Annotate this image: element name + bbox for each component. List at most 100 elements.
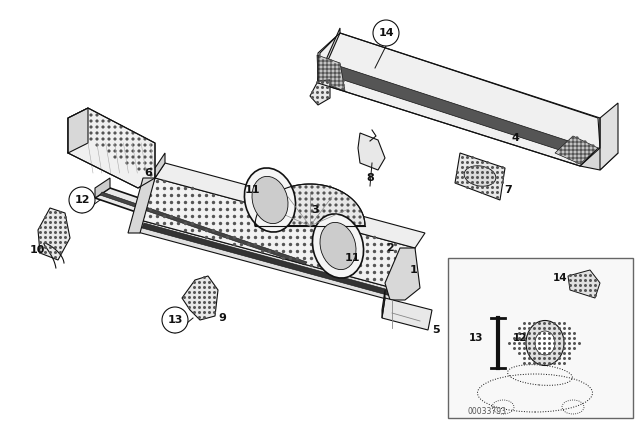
- Circle shape: [554, 358, 556, 359]
- Circle shape: [575, 290, 576, 291]
- Circle shape: [65, 242, 67, 243]
- Circle shape: [529, 323, 531, 324]
- Circle shape: [144, 156, 146, 158]
- Circle shape: [198, 215, 200, 217]
- Circle shape: [281, 198, 283, 200]
- Circle shape: [492, 192, 493, 193]
- Circle shape: [220, 208, 221, 211]
- Circle shape: [163, 215, 166, 217]
- Circle shape: [585, 284, 586, 286]
- Circle shape: [554, 327, 556, 329]
- Circle shape: [299, 192, 301, 194]
- Circle shape: [50, 222, 51, 223]
- Circle shape: [69, 187, 95, 213]
- Circle shape: [595, 290, 596, 291]
- Circle shape: [204, 287, 205, 289]
- Circle shape: [275, 198, 277, 200]
- Circle shape: [477, 172, 478, 173]
- Circle shape: [524, 343, 525, 345]
- Ellipse shape: [526, 320, 564, 366]
- Circle shape: [544, 338, 545, 339]
- Circle shape: [576, 137, 578, 139]
- Circle shape: [65, 237, 67, 238]
- Circle shape: [497, 192, 499, 193]
- Circle shape: [60, 212, 61, 213]
- Circle shape: [529, 338, 531, 339]
- Circle shape: [108, 144, 110, 146]
- Circle shape: [472, 162, 474, 164]
- Circle shape: [467, 162, 468, 164]
- Circle shape: [518, 343, 520, 345]
- Circle shape: [138, 156, 140, 158]
- Circle shape: [194, 307, 195, 308]
- Circle shape: [114, 150, 116, 152]
- Circle shape: [539, 327, 540, 329]
- Circle shape: [346, 264, 348, 267]
- Circle shape: [275, 237, 278, 238]
- Ellipse shape: [312, 214, 364, 278]
- Circle shape: [157, 194, 159, 197]
- Circle shape: [534, 323, 535, 324]
- Circle shape: [584, 145, 586, 147]
- Circle shape: [198, 282, 200, 283]
- Circle shape: [492, 187, 493, 188]
- Circle shape: [326, 64, 328, 66]
- Text: 12: 12: [74, 195, 90, 205]
- Polygon shape: [322, 65, 590, 156]
- Circle shape: [132, 144, 134, 146]
- Circle shape: [518, 333, 520, 334]
- Circle shape: [353, 237, 355, 238]
- Circle shape: [585, 275, 586, 276]
- Circle shape: [347, 204, 349, 206]
- Circle shape: [248, 223, 250, 224]
- Circle shape: [275, 223, 278, 224]
- Circle shape: [311, 198, 313, 200]
- Circle shape: [299, 204, 301, 206]
- Circle shape: [339, 244, 340, 246]
- Circle shape: [548, 358, 550, 359]
- Circle shape: [539, 353, 540, 354]
- Circle shape: [305, 198, 307, 200]
- Circle shape: [150, 150, 152, 152]
- Circle shape: [568, 145, 570, 147]
- Circle shape: [374, 264, 376, 267]
- Circle shape: [467, 167, 468, 168]
- Circle shape: [335, 204, 337, 206]
- Circle shape: [322, 72, 324, 74]
- Circle shape: [281, 216, 283, 218]
- Circle shape: [150, 144, 152, 146]
- Circle shape: [132, 132, 134, 134]
- Circle shape: [324, 229, 326, 232]
- Circle shape: [353, 264, 355, 267]
- Circle shape: [275, 204, 277, 206]
- Circle shape: [132, 150, 134, 152]
- Circle shape: [322, 80, 324, 82]
- Circle shape: [534, 363, 535, 364]
- Circle shape: [559, 358, 560, 359]
- Circle shape: [534, 353, 535, 354]
- Circle shape: [330, 72, 332, 74]
- Circle shape: [157, 215, 159, 217]
- Circle shape: [170, 188, 173, 190]
- Circle shape: [486, 167, 488, 168]
- Text: 2: 2: [386, 243, 394, 253]
- Circle shape: [293, 186, 295, 188]
- Circle shape: [150, 162, 152, 164]
- Circle shape: [338, 84, 340, 86]
- Circle shape: [102, 120, 104, 122]
- Circle shape: [305, 186, 307, 188]
- Circle shape: [367, 279, 369, 280]
- Circle shape: [287, 210, 289, 212]
- Circle shape: [248, 244, 250, 246]
- Circle shape: [241, 208, 243, 211]
- Circle shape: [184, 208, 186, 211]
- Circle shape: [548, 343, 550, 345]
- Circle shape: [282, 229, 285, 232]
- Circle shape: [387, 285, 390, 288]
- Circle shape: [482, 182, 483, 183]
- Circle shape: [191, 194, 193, 197]
- Circle shape: [289, 258, 291, 259]
- Circle shape: [524, 333, 525, 334]
- Polygon shape: [580, 148, 618, 170]
- Circle shape: [45, 222, 46, 223]
